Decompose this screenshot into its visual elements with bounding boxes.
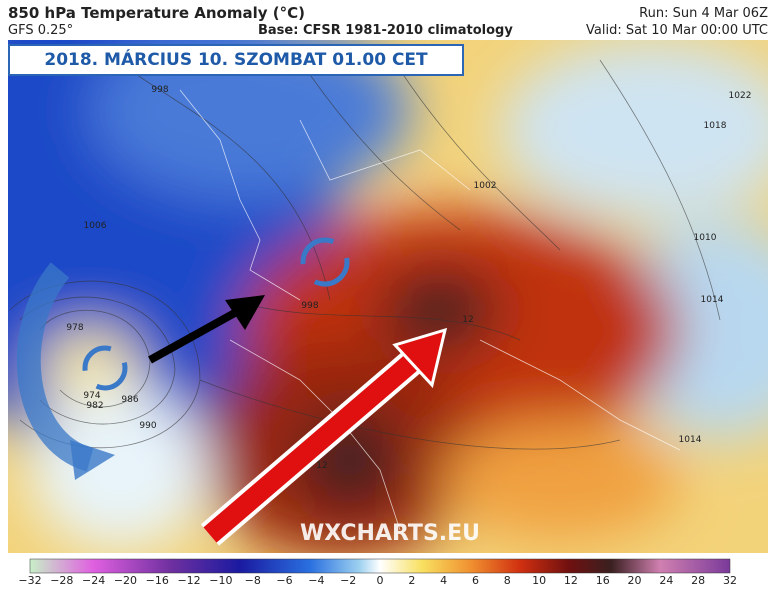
banner: 2018. MÁRCIUS 10. SZOMBAT 01.00 CET (8, 44, 464, 76)
isobar-label: 1022 (729, 91, 752, 101)
isobar-label: 1018 (704, 121, 727, 131)
isobar-label: 1006 (84, 221, 107, 231)
colorbar-tick-label: 16 (596, 574, 610, 587)
flow-arrow (16, 262, 95, 472)
colorbar-tick-label: 28 (691, 574, 705, 587)
isobar-label: 12 (316, 461, 327, 471)
colorbar-tick-label: −6 (276, 574, 292, 587)
colorbar-tick-label: 32 (723, 574, 737, 587)
isobar-label: 998 (151, 85, 168, 95)
model: GFS 0.25° (8, 23, 74, 38)
colorbar-tick-label: −4 (308, 574, 324, 587)
run: Run: Sun 4 Mar 06Z (639, 6, 768, 21)
isobar-label: 1014 (679, 435, 702, 445)
colorbar-tick-label: 24 (659, 574, 673, 587)
colorbar-tick-label: 0 (377, 574, 384, 587)
isobar-label: 998 (301, 301, 318, 311)
isobar-label: 1010 (694, 233, 717, 243)
colorbar-tick-label: 12 (564, 574, 578, 587)
watermark: WXCHARTS.EU (300, 521, 480, 546)
colorbar-tick-label: −32 (18, 574, 41, 587)
colorbar-tick-label: −28 (50, 574, 73, 587)
colorbar-tick-label: 6 (472, 574, 479, 587)
isobar-label: 1002 (474, 181, 497, 191)
isobar-label: 12 (462, 315, 473, 325)
red-arrow (203, 347, 427, 543)
colorbar-tick-label: 10 (532, 574, 546, 587)
colorbar-tick-label: 2 (408, 574, 415, 587)
colorbar-tick-label: −10 (209, 574, 232, 587)
low-symbol (82, 345, 128, 391)
anomaly-field (8, 40, 768, 553)
valid: Valid: Sat 10 Mar 00:00 UTC (586, 23, 768, 38)
colorbar-tick-label: −12 (177, 574, 200, 587)
colorbar-tick-label: −24 (82, 574, 105, 587)
colorbar-tick-label: −8 (245, 574, 261, 587)
isobar-label: 990 (139, 421, 156, 431)
isobar-label: 978 (66, 323, 83, 333)
flow-arrow-head (70, 440, 115, 480)
colorbar (29, 558, 731, 574)
isobar-label: 982 (86, 401, 103, 411)
colorbar-tick-label: −2 (340, 574, 356, 587)
isobar-label: 1014 (701, 295, 724, 305)
colorbar-tick-label: −16 (146, 574, 169, 587)
black-arrow-head (225, 295, 265, 330)
colorbar-tick-label: 4 (440, 574, 447, 587)
black-arrow (148, 306, 242, 364)
colorbar-tick-label: −20 (114, 574, 137, 587)
isobar-label: 986 (121, 395, 138, 405)
isobar-label: 974 (83, 391, 100, 401)
red-arrow-head (392, 327, 448, 389)
low-symbol (300, 237, 350, 287)
title: 850 hPa Temperature Anomaly (°C) (8, 4, 305, 22)
base: Base: CFSR 1981-2010 climatology (258, 23, 513, 38)
colorbar-tick-label: 20 (628, 574, 642, 587)
colorbar-tick-label: 8 (504, 574, 511, 587)
